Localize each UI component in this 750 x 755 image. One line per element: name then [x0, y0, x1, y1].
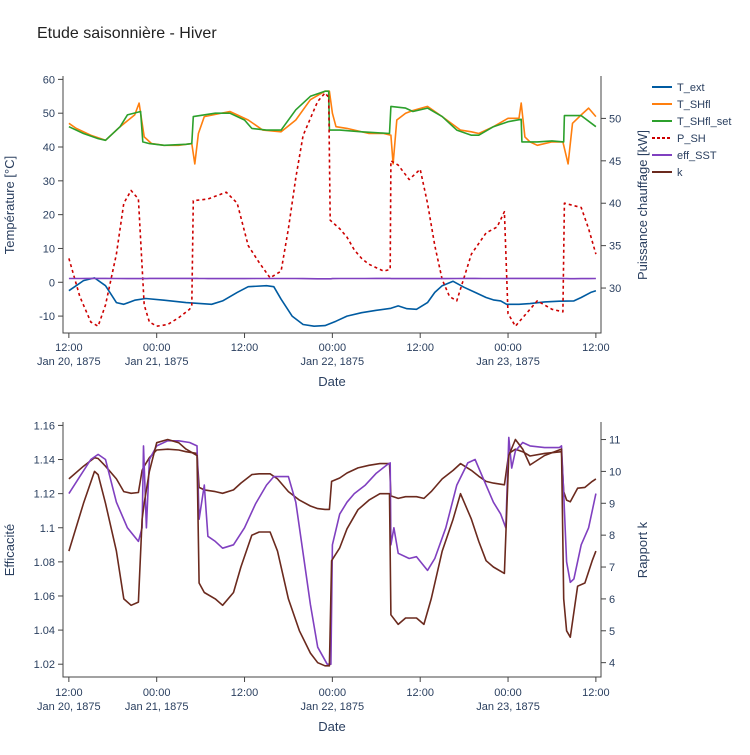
- x-tick-label: 00:00: [319, 342, 347, 354]
- y-tick-label: 1.02: [34, 659, 55, 671]
- x-tick-label: 12:00: [231, 687, 259, 699]
- y2-tick-label: 50: [609, 113, 621, 125]
- series-line-t-shfl: [69, 91, 596, 164]
- y-tick-label: -10: [39, 311, 55, 323]
- x-tick-label: 12:00: [406, 687, 434, 699]
- x-tick-label: 12:00: [582, 687, 610, 699]
- y2-tick-label: 6: [609, 594, 615, 606]
- y2-tick-label: 11: [609, 435, 620, 447]
- series-line-eff-sst: [69, 437, 596, 664]
- y-tick-label: 1.12: [34, 489, 55, 501]
- x-tick-label: Jan 20, 1875: [37, 701, 101, 713]
- y-tick-label: 1.14: [34, 455, 55, 467]
- x-tick-label: 00:00: [319, 687, 347, 699]
- y-tick-label: 20: [43, 210, 55, 222]
- legend-label: k: [677, 167, 683, 179]
- y2-tick-label: 40: [609, 198, 621, 210]
- y-axis-title: Efficacité: [2, 524, 17, 577]
- y-tick-label: 1.16: [34, 420, 55, 432]
- x-tick-label: Jan 20, 1875: [37, 356, 101, 368]
- legend-label: eff_SST: [677, 150, 717, 162]
- y-tick-label: 50: [43, 108, 55, 120]
- y-tick-label: 60: [43, 74, 55, 86]
- x-tick-label: 00:00: [143, 342, 171, 354]
- y2-tick-label: 30: [609, 283, 621, 295]
- x-tick-label: 00:00: [143, 687, 171, 699]
- legend-label: T_SHfl_set: [677, 116, 731, 128]
- x-axis-title: Date: [318, 374, 345, 389]
- legend-item-t-shfl-set: T_SHfl_set: [652, 116, 731, 128]
- legend-item-p-sh: P_SH: [652, 133, 706, 145]
- x-tick-label: 12:00: [582, 342, 610, 354]
- legend-item-k: k: [652, 167, 683, 179]
- y2-axis-title: Puissance chauffage [kW]: [635, 130, 650, 280]
- y2-tick-label: 7: [609, 562, 615, 574]
- x-axis-title: Date: [318, 719, 345, 734]
- x-tick-label: 12:00: [231, 342, 259, 354]
- x-tick-label: 00:00: [494, 687, 522, 699]
- x-tick-label: Jan 21, 1875: [125, 356, 189, 368]
- y2-tick-label: 5: [609, 626, 615, 638]
- y-tick-label: 40: [43, 142, 55, 154]
- panel-efficiency: 1.02 1.04 1.06 1.08 1.1 1.12 1.14 1.16 4 5 6 7 8 9 10 1…: [2, 420, 650, 734]
- y2-tick-label: 35: [609, 241, 621, 253]
- x-tick-label: 00:00: [494, 342, 522, 354]
- y2-tick-label: 4: [609, 658, 615, 670]
- y2-tick-label: 45: [609, 156, 621, 168]
- x-tick-label: 12:00: [55, 687, 83, 699]
- y-tick-label: 0: [49, 277, 55, 289]
- series-line-p-sh: [69, 93, 596, 326]
- y-axis-title: Température [°C]: [2, 156, 17, 254]
- y2-tick-label: 8: [609, 530, 615, 542]
- legend-label: T_ext: [677, 82, 705, 94]
- x-tick-label: Jan 23, 1875: [476, 356, 540, 368]
- y-tick-label: 1.1: [40, 523, 55, 535]
- y-tick-label: 10: [43, 243, 55, 255]
- y2-tick-label: 9: [609, 498, 615, 510]
- legend-label: P_SH: [677, 133, 706, 145]
- y-tick-label: 30: [43, 176, 55, 188]
- x-tick-label: Jan 22, 1875: [301, 701, 365, 713]
- y-tick-label: 1.06: [34, 591, 55, 603]
- panel-temperature: -10 0 10 20 30 40 50 60 30 35 40 45 50 12:00 Jan 20, 1…: [2, 74, 650, 509]
- legend-item-t-ext: T_ext: [652, 82, 705, 94]
- y-tick-label: 1.04: [34, 625, 55, 637]
- x-tick-label: Jan 22, 1875: [301, 356, 365, 368]
- chart-title: Etude saisonnière - Hiver: [37, 25, 217, 42]
- x-tick-label: 12:00: [406, 342, 434, 354]
- x-tick-label: Jan 21, 1875: [125, 701, 189, 713]
- legend-label: T_SHfl: [677, 99, 711, 111]
- y2-axis-title: Rapport k: [635, 521, 650, 578]
- y-tick-label: 1.08: [34, 557, 55, 569]
- legend-item-eff-sst: eff_SST: [652, 150, 717, 162]
- y2-tick-label: 10: [609, 466, 621, 478]
- x-tick-label: Jan 23, 1875: [476, 701, 540, 713]
- x-tick-label: 12:00: [55, 342, 83, 354]
- legend-item-t-shfl: T_SHfl: [652, 99, 711, 111]
